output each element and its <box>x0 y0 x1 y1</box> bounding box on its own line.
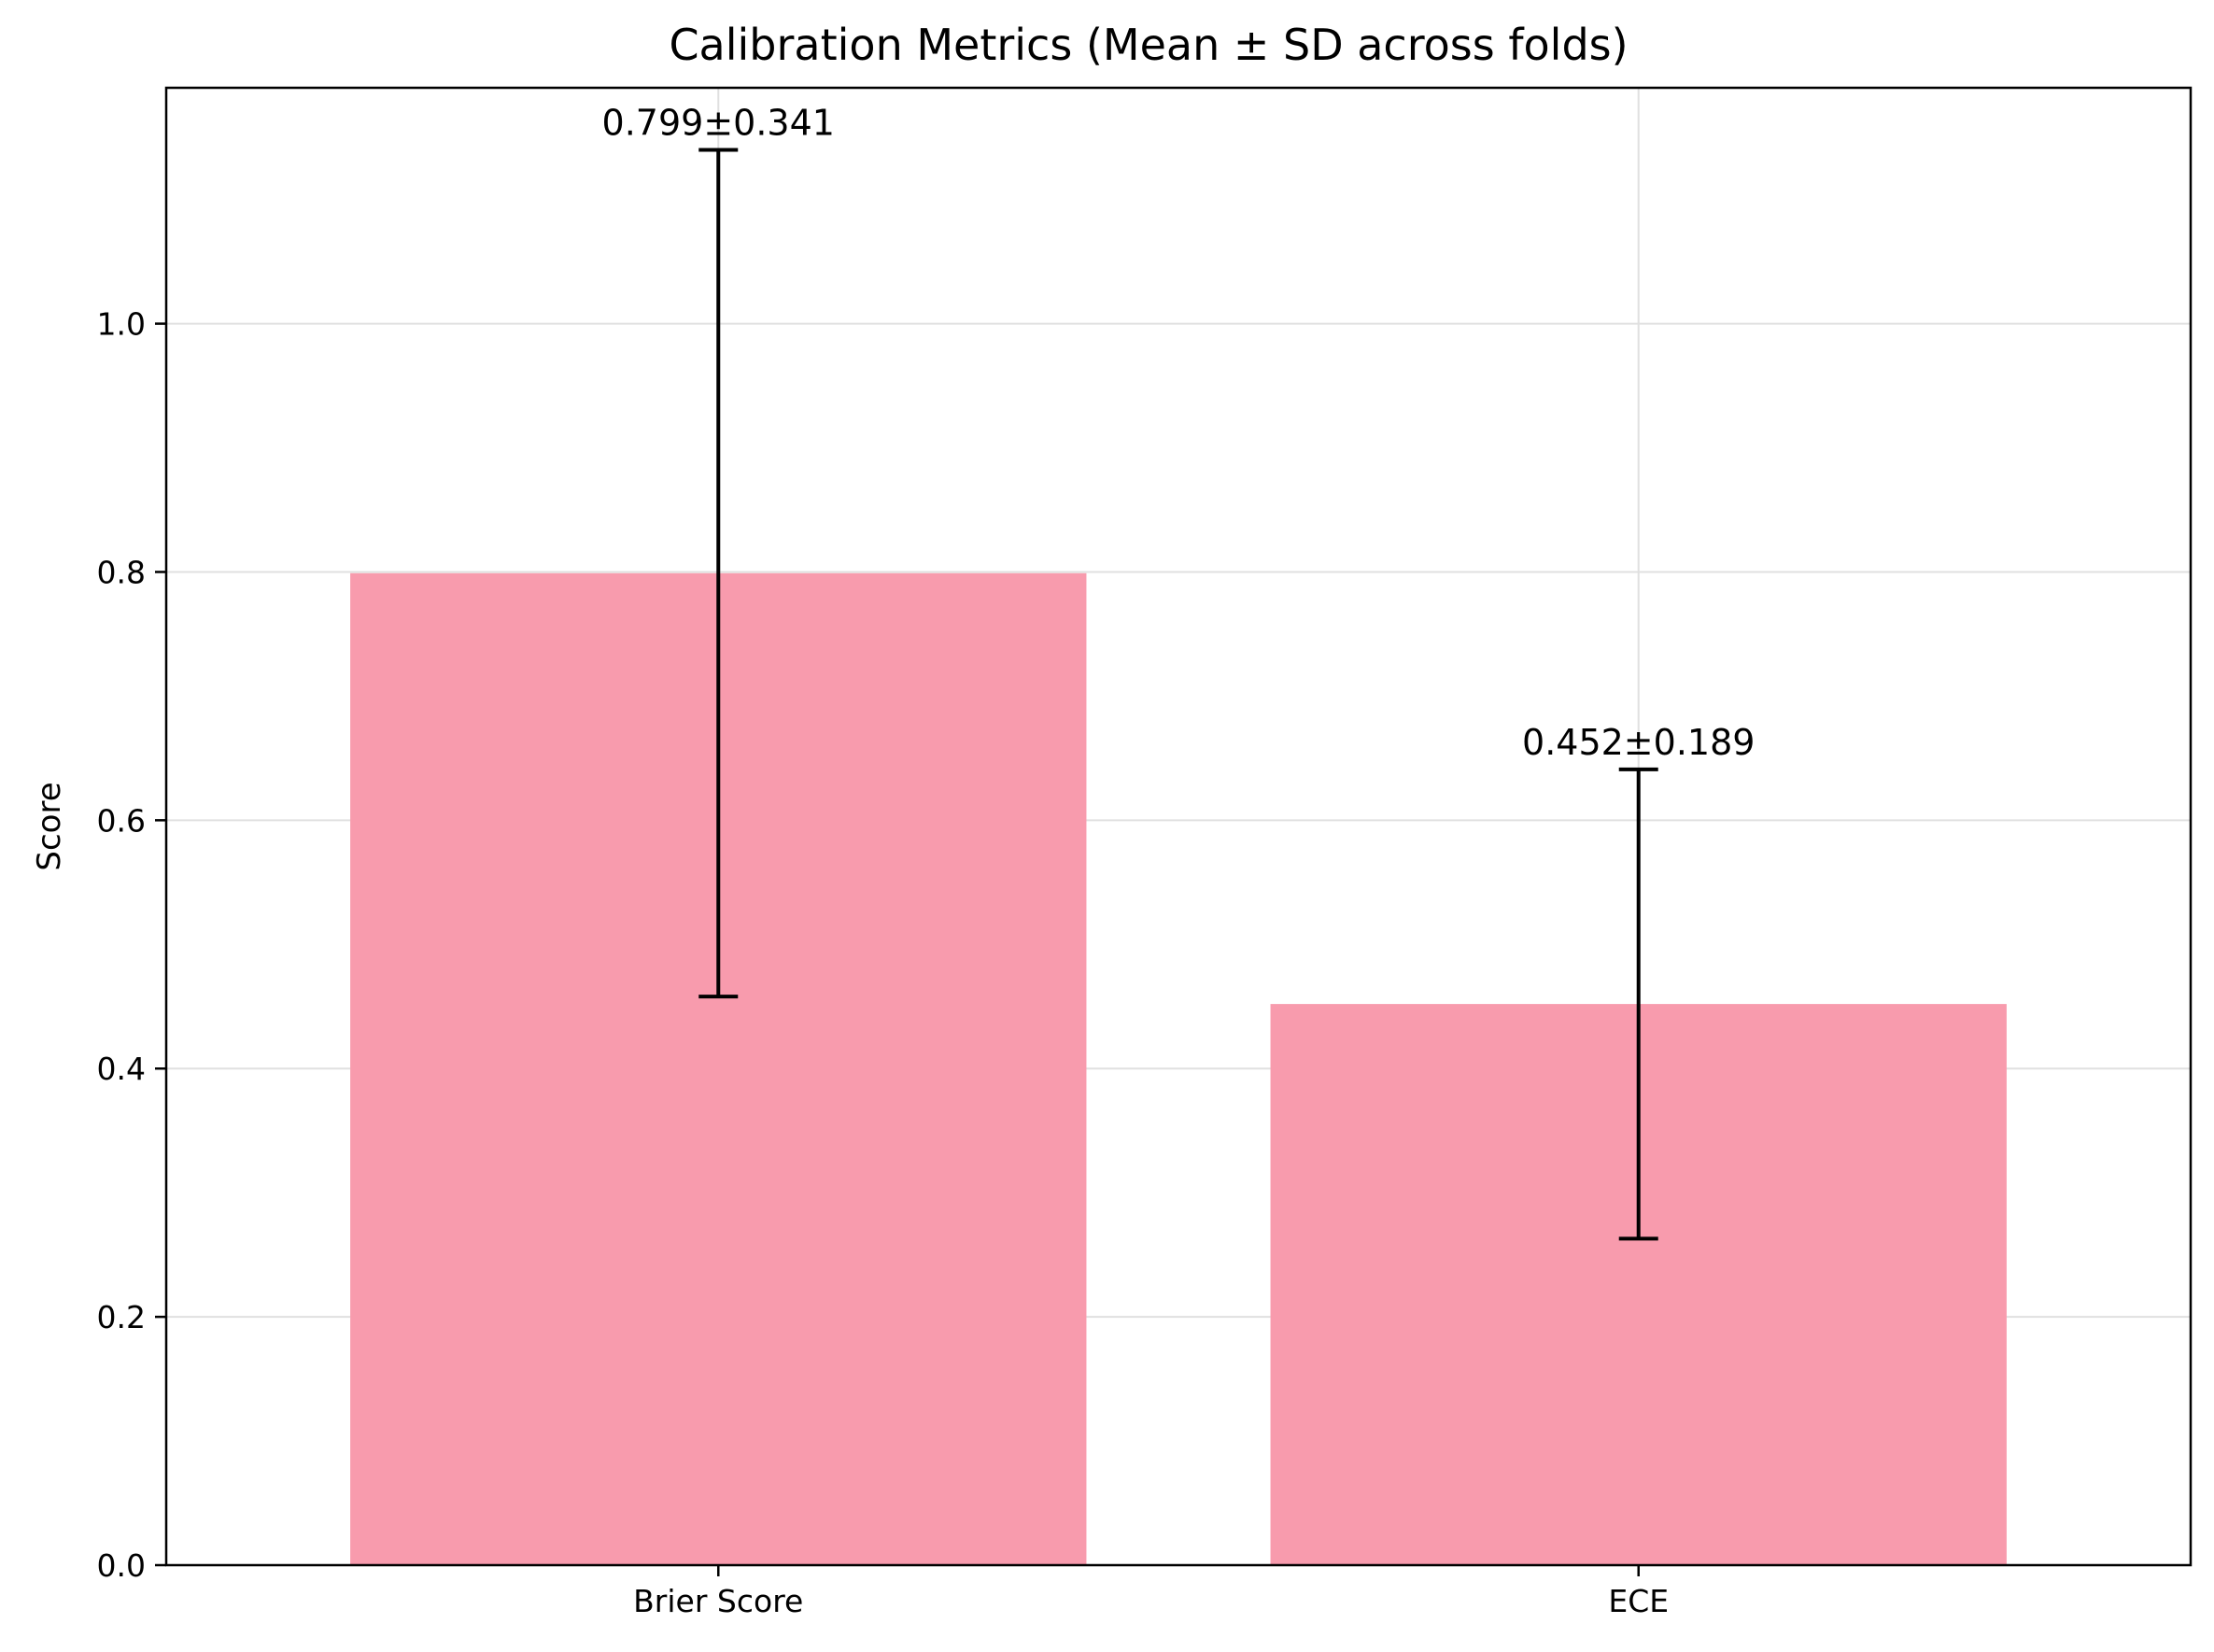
y-tick-label: 0.2 <box>97 1299 146 1335</box>
bar-annotation: 0.452±0.189 <box>1522 722 1755 763</box>
y-tick-label: 0.4 <box>97 1051 146 1087</box>
y-tick-label: 0.0 <box>97 1547 146 1584</box>
bar-annotations: 0.799±0.341 0.452±0.189 <box>602 102 1756 762</box>
bars <box>350 572 2007 1565</box>
error-bars <box>698 148 1658 1241</box>
x-axis-ticks: Brier Score ECE <box>633 1565 1669 1619</box>
chart-title: Calibration Metrics (Mean ± SD across fo… <box>669 20 1628 70</box>
y-axis-ticks: 0.0 0.2 0.4 0.6 0.8 1.0 <box>97 306 166 1584</box>
y-axis-label: Score <box>31 782 68 870</box>
x-tick-label: Brier Score <box>633 1583 803 1619</box>
y-tick-label: 0.6 <box>97 802 146 839</box>
plot-frame <box>164 86 2193 1567</box>
x-tick-label: ECE <box>1608 1583 1669 1619</box>
y-tick-label: 0.8 <box>97 554 146 590</box>
bar-annotation: 0.799±0.341 <box>602 102 835 143</box>
y-tick-label: 1.0 <box>97 306 146 343</box>
